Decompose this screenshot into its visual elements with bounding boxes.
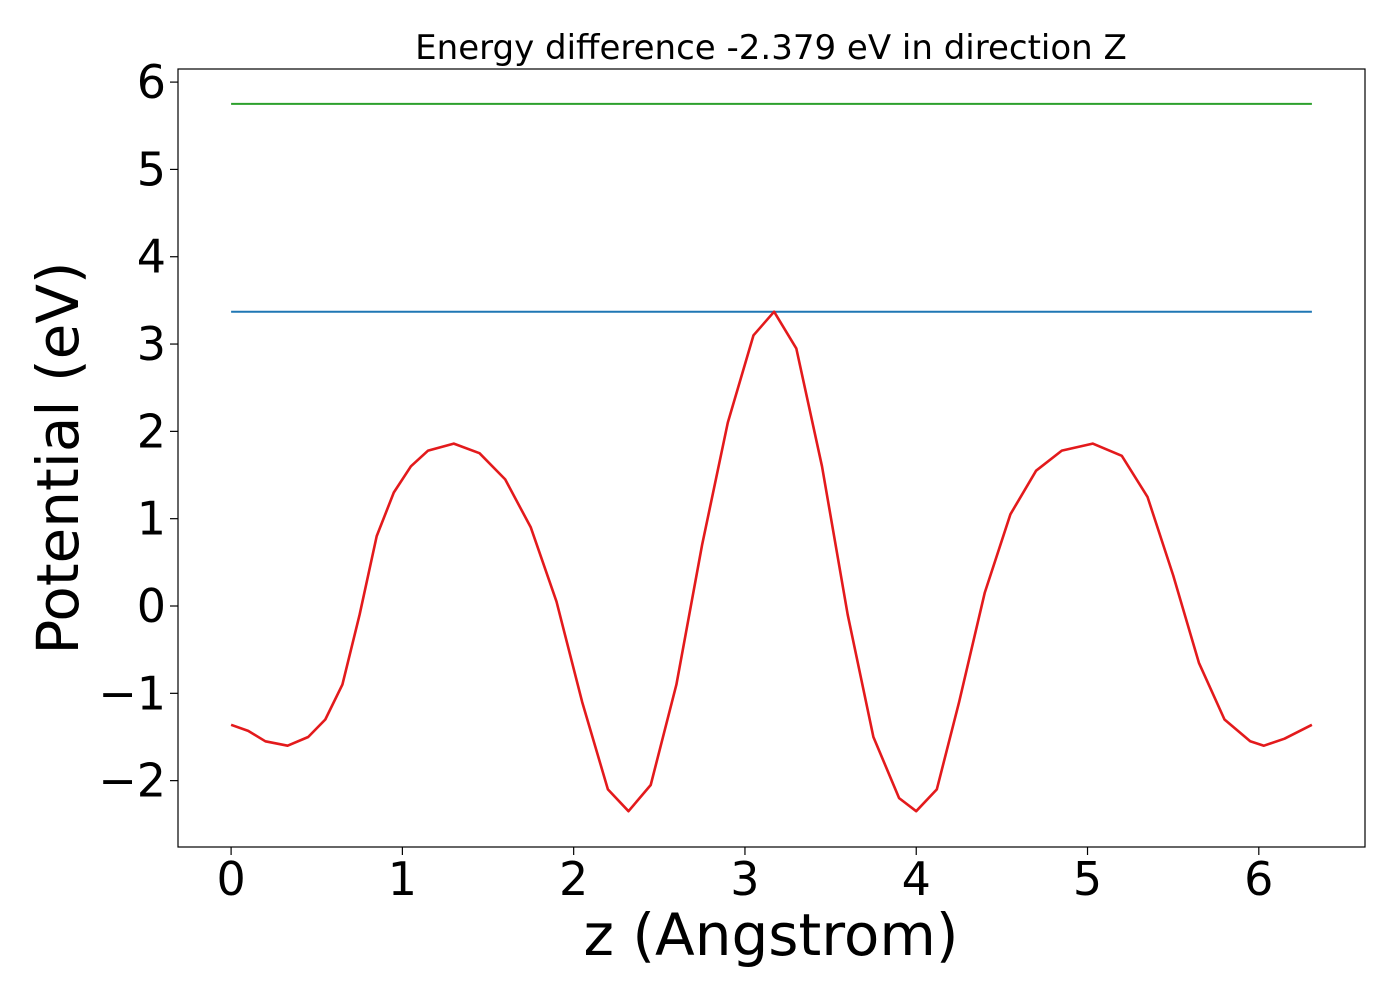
y-axis: −2 −1 0 1 2 3 4 5 6 xyxy=(98,55,178,808)
plot-frame xyxy=(177,68,1366,848)
x-tick-label: 2 xyxy=(559,852,588,906)
y-tick-label: 2 xyxy=(137,404,166,458)
y-tick-label: 0 xyxy=(137,579,166,633)
x-axis: 0 1 2 3 4 5 6 xyxy=(216,847,1273,906)
x-axis-title: z (Angstrom) xyxy=(584,901,959,969)
chart-title: Energy difference -2.379 eV in direction… xyxy=(415,28,1127,68)
y-tick-label: 4 xyxy=(137,230,166,284)
series-line-3 xyxy=(230,310,1313,813)
y-tick-label: 6 xyxy=(137,55,166,109)
x-tick-label: 0 xyxy=(216,852,245,906)
x-tick-label: 4 xyxy=(902,852,931,906)
y-tick-label: 3 xyxy=(137,317,166,371)
x-tick-label: 1 xyxy=(388,852,417,906)
y-tick-label: −1 xyxy=(98,666,166,720)
x-tick-label: 5 xyxy=(1073,852,1102,906)
y-tick-label: 5 xyxy=(137,142,166,196)
y-tick-label: 1 xyxy=(137,492,166,546)
y-tick-label: −2 xyxy=(98,754,166,808)
series-layer xyxy=(230,102,1313,813)
x-tick-label: 3 xyxy=(730,852,759,906)
x-tick-label: 6 xyxy=(1244,852,1273,906)
y-axis-title: Potential (eV) xyxy=(24,261,92,654)
